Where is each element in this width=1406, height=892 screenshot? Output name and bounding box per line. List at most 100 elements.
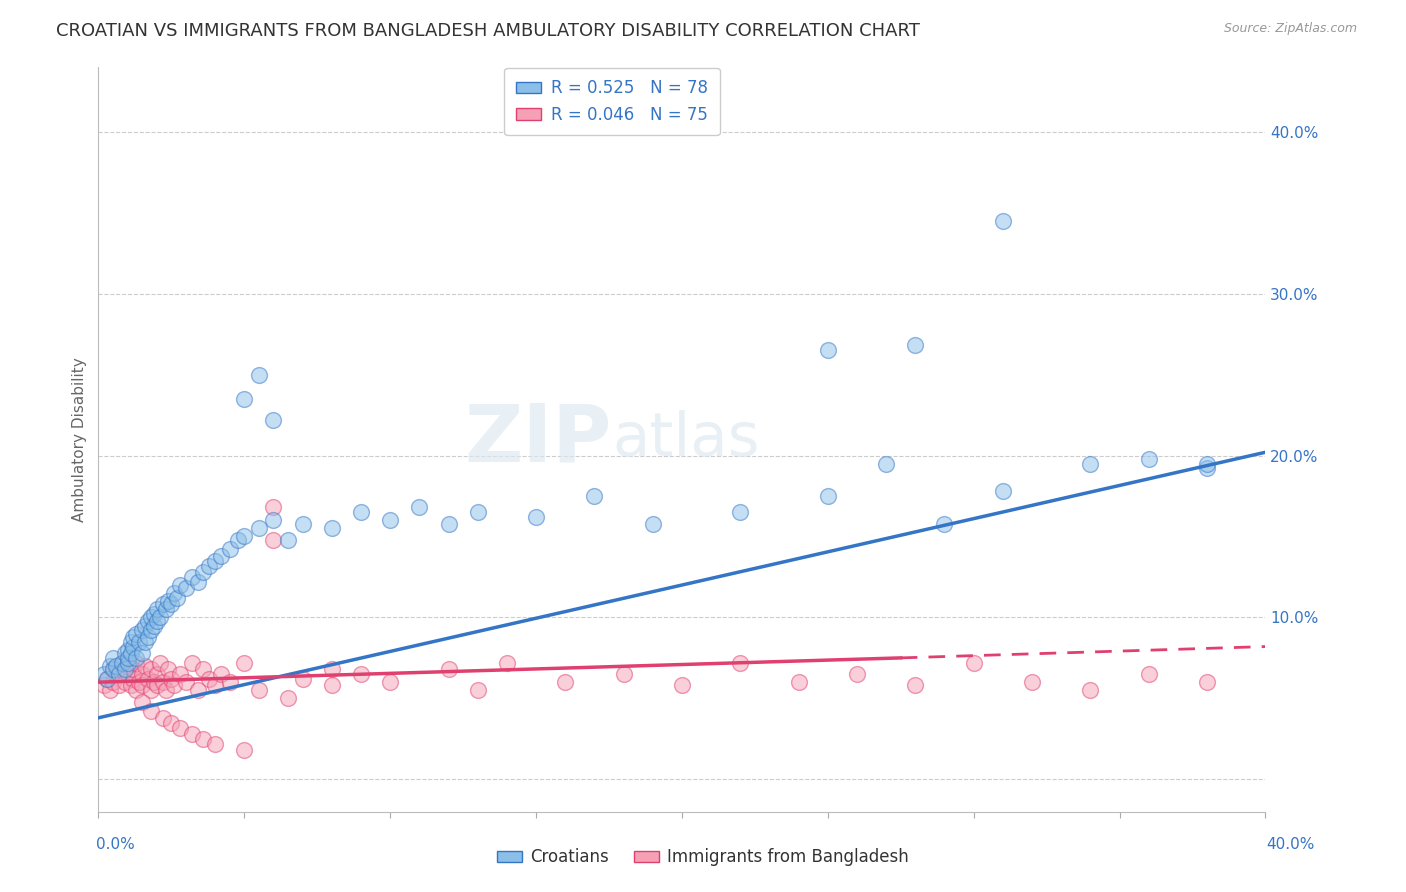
Point [101, 662, 124, 676]
Text: atlas: atlas [612, 409, 759, 469]
Point [233, 743, 256, 757]
Point [198, 558, 221, 573]
Point [291, 672, 314, 686]
Point [291, 516, 314, 531]
Point [117, 659, 139, 673]
Point [321, 521, 343, 535]
Point [117, 667, 139, 681]
Point [120, 634, 142, 648]
Point [108, 667, 131, 681]
Point [125, 656, 148, 670]
Point [122, 672, 145, 686]
Point [193, 565, 215, 579]
Text: 40.0%: 40.0% [1267, 837, 1315, 852]
Point [730, 656, 752, 670]
Point [1080, 457, 1102, 471]
Point [93, 667, 115, 681]
Point [991, 213, 1014, 227]
Point [204, 554, 226, 568]
Point [169, 667, 191, 681]
Point [131, 624, 153, 638]
Point [209, 549, 232, 563]
Point [321, 662, 343, 676]
Point [1137, 667, 1160, 681]
Point [174, 582, 197, 596]
Point [204, 678, 226, 692]
Point [437, 516, 460, 531]
Point [262, 533, 284, 547]
Point [467, 505, 489, 519]
Point [104, 667, 127, 681]
Point [262, 500, 284, 515]
Point [1080, 683, 1102, 698]
Point [98, 659, 121, 673]
Point [155, 683, 177, 698]
Point [114, 646, 136, 660]
Point [142, 607, 165, 622]
Point [583, 489, 606, 503]
Point [875, 457, 897, 471]
Point [96, 672, 118, 686]
Point [104, 659, 127, 673]
Point [1195, 675, 1218, 690]
Point [193, 731, 215, 746]
Point [117, 642, 139, 657]
Point [962, 656, 984, 670]
Point [1195, 461, 1218, 475]
Point [139, 610, 162, 624]
Point [641, 516, 664, 531]
Point [1137, 451, 1160, 466]
Point [93, 678, 115, 692]
Y-axis label: Ambulatory Disability: Ambulatory Disability [72, 357, 87, 522]
Point [169, 578, 191, 592]
Point [152, 711, 174, 725]
Point [554, 675, 576, 690]
Point [98, 683, 121, 698]
Point [163, 586, 186, 600]
Point [437, 662, 460, 676]
Point [139, 683, 162, 698]
Point [934, 516, 956, 531]
Point [247, 368, 270, 382]
Text: 0.0%: 0.0% [96, 837, 135, 852]
Point [101, 662, 124, 676]
Point [101, 651, 124, 665]
Point [134, 659, 156, 673]
Point [1021, 675, 1043, 690]
Point [991, 484, 1014, 499]
Point [146, 614, 169, 628]
Point [142, 675, 165, 690]
Point [671, 678, 693, 692]
Point [904, 678, 927, 692]
Point [846, 667, 869, 681]
Point [131, 667, 153, 681]
Point [163, 678, 186, 692]
Point [228, 533, 250, 547]
Legend: R = 0.525   N = 78, R = 0.046   N = 75: R = 0.525 N = 78, R = 0.046 N = 75 [505, 68, 720, 136]
Point [149, 656, 172, 670]
Point [136, 614, 159, 628]
Point [1195, 457, 1218, 471]
Point [204, 737, 226, 751]
Point [114, 675, 136, 690]
Point [125, 651, 148, 665]
Point [157, 594, 180, 608]
Point [146, 678, 169, 692]
Point [262, 513, 284, 527]
Point [131, 678, 153, 692]
Point [96, 672, 118, 686]
Point [380, 675, 402, 690]
Point [321, 678, 343, 692]
Point [117, 651, 139, 665]
Point [180, 570, 202, 584]
Point [139, 624, 162, 638]
Point [125, 683, 148, 698]
Point [187, 683, 209, 698]
Point [187, 574, 209, 589]
Point [218, 542, 240, 557]
Point [117, 656, 139, 670]
Point [524, 510, 547, 524]
Point [149, 610, 172, 624]
Point [122, 640, 145, 654]
Point [128, 675, 150, 690]
